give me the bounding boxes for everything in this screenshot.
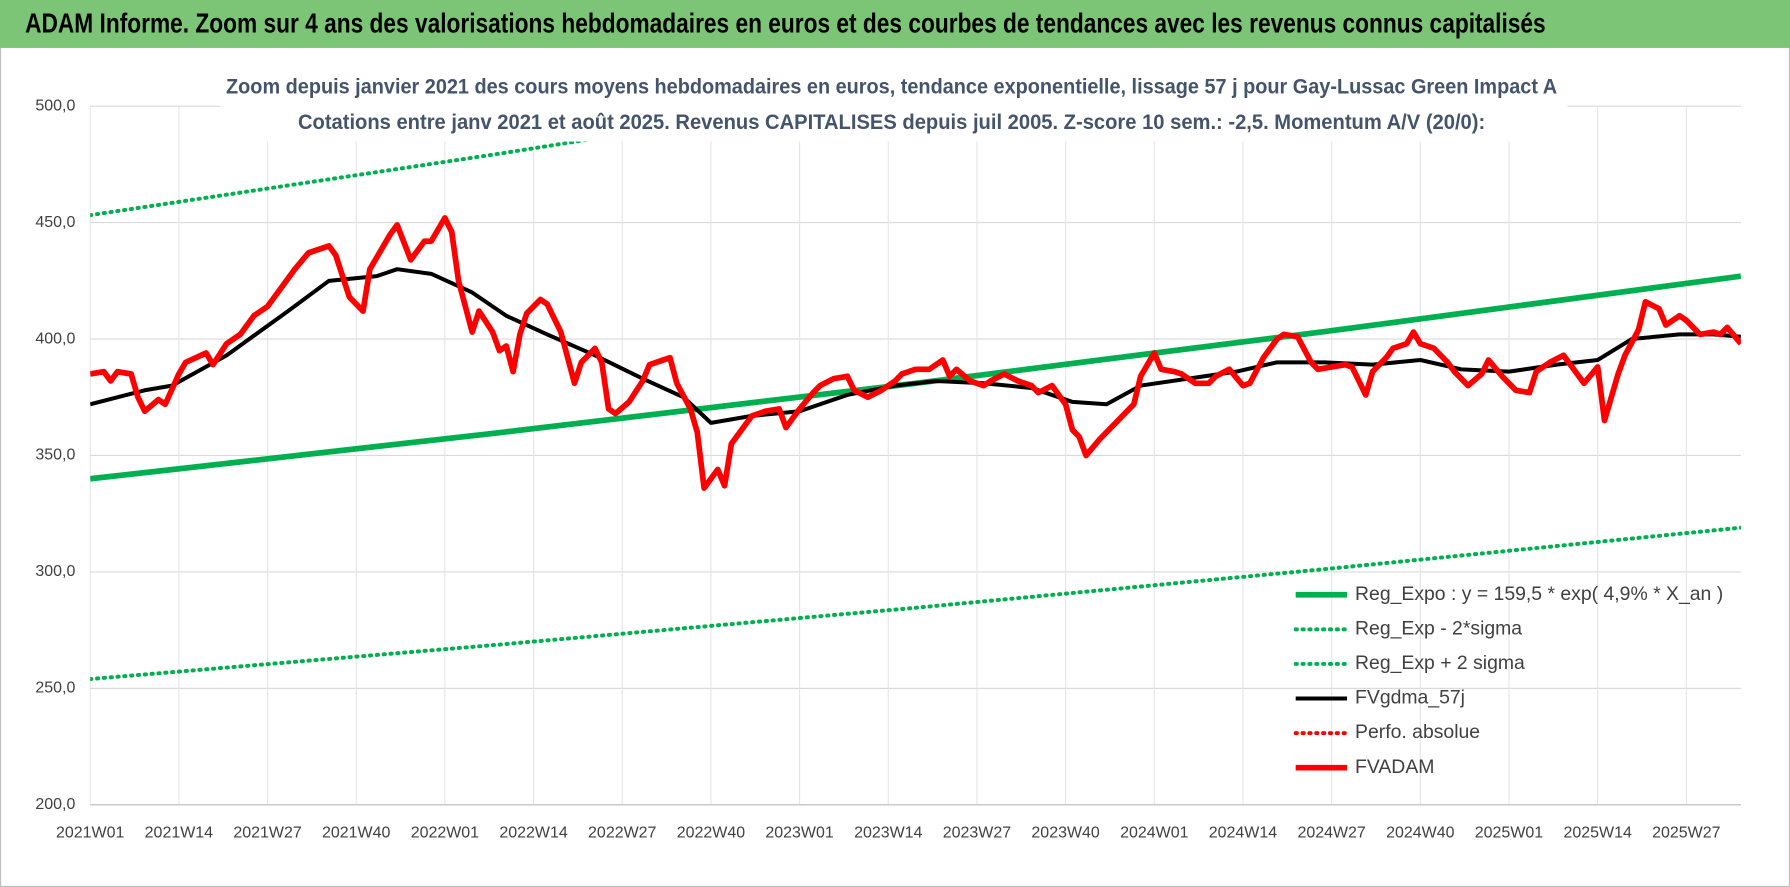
x-tick-label: 2021W14: [145, 825, 213, 842]
x-tick-label: 2023W14: [854, 825, 922, 842]
y-tick-label: 300,0: [35, 563, 75, 580]
x-tick-label: 2023W40: [1031, 825, 1099, 842]
x-tick-label: 2021W27: [233, 825, 301, 842]
header-title: ADAM Informe. Zoom sur 4 ans des valoris…: [25, 7, 1546, 38]
y-tick-label: 200,0: [35, 796, 75, 813]
legend-label: Reg_Exp - 2*sigma: [1355, 617, 1522, 639]
chart-subtitle: Cotations entre janv 2021 et août 2025. …: [298, 109, 1485, 134]
legend-label: Perfo. absolue: [1355, 721, 1480, 743]
y-tick-label: 250,0: [35, 680, 75, 697]
series-line: [90, 215, 1741, 491]
y-tick-label: 400,0: [35, 330, 75, 347]
title-box: [220, 68, 1568, 142]
legend: Reg_Expo : y = 159,5 * exp( 4,9% * X_an …: [1293, 583, 1723, 778]
x-tick-label: 2025W01: [1475, 825, 1543, 842]
x-tick-label: 2024W27: [1297, 825, 1365, 842]
y-tick-label: 450,0: [35, 214, 75, 231]
x-tick-label: 2024W40: [1386, 825, 1454, 842]
y-tick-label: 350,0: [35, 447, 75, 464]
chart-title: Zoom depuis janvier 2021 des cours moyen…: [226, 74, 1557, 99]
x-tick-label: 2025W14: [1563, 825, 1631, 842]
x-tick-label: 2024W14: [1209, 825, 1277, 842]
series-line: [90, 525, 1741, 682]
x-tick-label: 2023W27: [943, 825, 1011, 842]
y-tick-label: 500,0: [35, 97, 75, 114]
x-tick-label: 2023W01: [765, 825, 833, 842]
x-tick-label: 2022W14: [499, 825, 567, 842]
x-tick-label: 2025W27: [1652, 825, 1720, 842]
legend-label: FVADAM: [1355, 756, 1434, 778]
x-tick-label: 2022W27: [588, 825, 656, 842]
legend-label: FVgdma_57j: [1355, 687, 1465, 709]
series-line: [90, 106, 813, 218]
plot: [90, 106, 1741, 682]
x-tick-label: 2021W40: [322, 825, 390, 842]
x-tick-label: 2024W01: [1120, 825, 1188, 842]
x-tick-label: 2021W01: [56, 825, 124, 842]
legend-label: Reg_Expo : y = 159,5 * exp( 4,9% * X_an …: [1355, 583, 1723, 605]
x-tick-label: 2022W01: [411, 825, 479, 842]
legend-label: Reg_Exp + 2 sigma: [1355, 652, 1525, 674]
header-bar: [0, 0, 1790, 48]
x-tick-label: 2022W40: [677, 825, 745, 842]
